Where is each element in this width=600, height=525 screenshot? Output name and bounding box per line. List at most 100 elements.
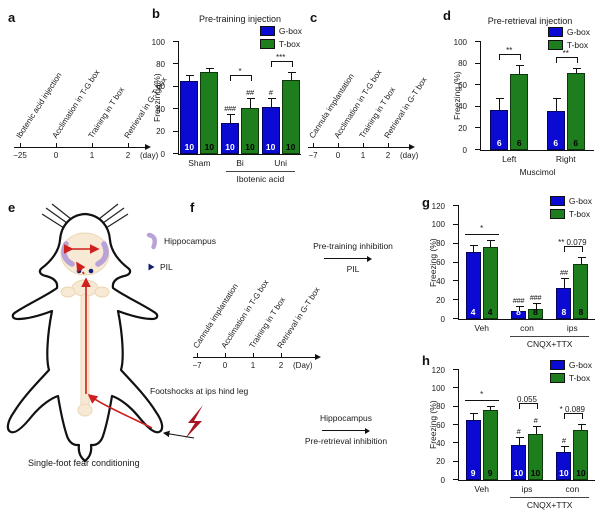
g-box-bar: 10 bbox=[511, 445, 526, 480]
legend-swatch bbox=[547, 27, 563, 37]
legend-label: G-box bbox=[568, 196, 592, 206]
significance-line bbox=[464, 233, 499, 235]
y-tick: 120 bbox=[432, 202, 459, 211]
panel-h-letter: h bbox=[422, 353, 430, 368]
pain-pathway-arrows bbox=[64, 244, 153, 429]
timeline-tick bbox=[92, 143, 93, 148]
y-tick-label: 100 bbox=[431, 383, 445, 393]
flow-pretraining-target: PIL bbox=[346, 264, 360, 274]
significance-hash: ### bbox=[529, 292, 542, 302]
error-bar bbox=[515, 436, 524, 446]
timeline-f: −7 Cannula implantation 0 Acclimation in T-… bbox=[191, 236, 321, 370]
timeline-tick bbox=[253, 353, 254, 358]
error-bar bbox=[552, 98, 561, 112]
legend-item-hippocampus: Hippocampus bbox=[146, 232, 216, 250]
error-bar bbox=[470, 413, 479, 420]
panel-d-title: Pre-retrieval injection bbox=[487, 16, 573, 26]
legend-label: T-box bbox=[568, 209, 591, 219]
timeline-unit-label: (day) bbox=[140, 151, 159, 160]
error-bar bbox=[560, 446, 569, 452]
panel-b-y-axis-label: Freezing (%) bbox=[152, 73, 162, 123]
group-annotation-line bbox=[510, 336, 589, 337]
panel-g-legend: G-box T-box bbox=[549, 196, 592, 219]
error-bar bbox=[470, 244, 479, 253]
timeline-tick-label: 2 bbox=[385, 151, 391, 160]
y-tick: 0 bbox=[463, 146, 481, 155]
n-label: 6 bbox=[496, 138, 502, 148]
y-tick: 100 bbox=[432, 384, 459, 393]
n-label: 8 bbox=[516, 307, 521, 317]
error-bar bbox=[577, 256, 586, 265]
timeline-tick-label: 2 bbox=[125, 151, 131, 160]
y-tick: 80 bbox=[436, 402, 459, 411]
panel-b-letter: b bbox=[152, 6, 160, 21]
t-box-bar: 4 bbox=[482, 247, 498, 319]
y-tick-label: 60 bbox=[458, 80, 467, 90]
legend-item: T-box bbox=[549, 209, 592, 219]
footshock-label: Footshocks at ips hind leg bbox=[150, 386, 249, 396]
significance-label: * bbox=[480, 389, 484, 399]
panel-f-letter: f bbox=[190, 200, 195, 215]
y-tick-label: 40 bbox=[436, 276, 445, 286]
timeline-tick-label: 2 bbox=[278, 361, 284, 370]
category-label: Right bbox=[555, 154, 576, 164]
error-bar bbox=[572, 67, 581, 74]
y-tick: 100 bbox=[454, 38, 481, 47]
g-box-bar: 10 bbox=[556, 451, 572, 480]
y-tick-label: 20 bbox=[458, 123, 467, 133]
t-box-bar: 10 bbox=[281, 80, 300, 154]
y-tick: 60 bbox=[436, 421, 459, 430]
mouse-schematic bbox=[6, 203, 203, 463]
legend-label: G-box bbox=[568, 360, 592, 370]
significance-bracket bbox=[270, 61, 293, 68]
significance-label: ** bbox=[506, 45, 513, 55]
timeline-unit-label: (Day) bbox=[293, 361, 313, 370]
y-tick-label: 80 bbox=[458, 59, 467, 69]
panel-b-bar-chart: 0 20 40 60 80 100 10 10 Sham 10 ### 10 ## * Bi 10 #10 ***… bbox=[152, 38, 301, 184]
y-tick: 20 bbox=[436, 457, 459, 466]
n-label: 8 bbox=[561, 307, 567, 317]
error-bar bbox=[186, 74, 195, 82]
significance-label: *** bbox=[275, 53, 286, 63]
g-box-bar: 10 bbox=[180, 81, 199, 154]
y-tick-label: 40 bbox=[156, 104, 165, 114]
timeline-event-label: Cannula implantation bbox=[307, 72, 356, 140]
category-label: con bbox=[520, 323, 534, 333]
whiskers bbox=[41, 203, 129, 229]
g-box-bar: 6 bbox=[490, 110, 509, 150]
significance-hash: ## bbox=[246, 88, 254, 98]
lightning-bolt-icon bbox=[185, 405, 203, 439]
legend-item: G-box bbox=[549, 196, 592, 206]
error-bar bbox=[560, 277, 569, 288]
n-label: 6 bbox=[553, 138, 559, 148]
significance-hash: ### bbox=[224, 103, 236, 113]
n-label: 9 bbox=[470, 468, 476, 478]
legend-label: Hippocampus bbox=[164, 236, 216, 246]
y-tick-label: 60 bbox=[436, 420, 445, 430]
timeline-tick-label: 1 bbox=[250, 361, 256, 370]
y-tick: 0 bbox=[441, 476, 459, 485]
t-box-bar: 10 bbox=[573, 429, 589, 480]
y-tick: 60 bbox=[436, 258, 459, 267]
t-box-bar: 8 bbox=[528, 307, 543, 319]
n-label: 4 bbox=[470, 307, 476, 317]
legend-item: T-box bbox=[549, 373, 592, 383]
y-tick: 40 bbox=[156, 105, 179, 114]
category-label: Sham bbox=[188, 158, 211, 168]
y-tick-label: 80 bbox=[436, 402, 445, 412]
timeline-tick-label: −25 bbox=[13, 151, 27, 160]
panel-d: d Pre-retrieval injection G-box T-box Fre… bbox=[420, 0, 600, 198]
panel-f: f −7 Cannula implantation 0 Acclimation in … bbox=[185, 192, 425, 502]
significance-hash: # bbox=[516, 426, 521, 436]
y-tick-label: 20 bbox=[156, 127, 165, 137]
panel-e-letter: e bbox=[8, 200, 16, 215]
legend-label: PIL bbox=[160, 262, 173, 272]
significance-hash: ## bbox=[559, 267, 568, 277]
g-box-bar: 9 bbox=[465, 419, 481, 480]
error-bar bbox=[267, 98, 276, 107]
flow-pretraining-arrow bbox=[324, 255, 372, 262]
y-tick: 20 bbox=[436, 296, 459, 305]
t-box-bar: 10 bbox=[200, 72, 219, 154]
y-tick-label: 100 bbox=[151, 37, 165, 47]
g-box-bar: 10 bbox=[221, 122, 239, 154]
